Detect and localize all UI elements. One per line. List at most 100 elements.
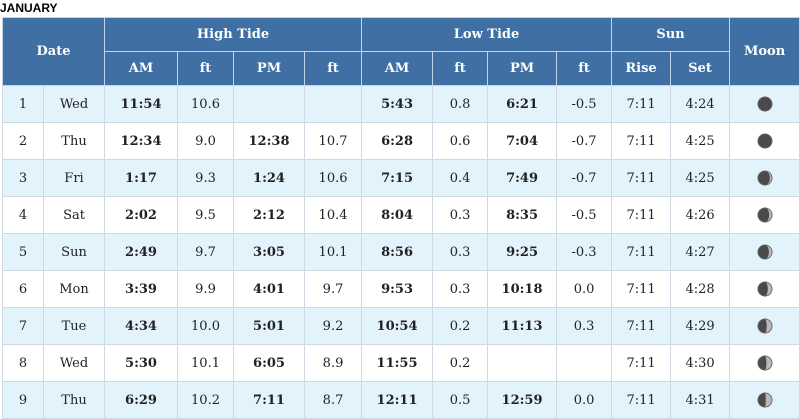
cell-low-pm-time: 12:59	[487, 381, 558, 419]
cell-day: 5	[2, 233, 44, 271]
cell-moon	[729, 307, 800, 345]
cell-high-am-ft: 10.0	[177, 307, 235, 345]
cell-moon	[729, 122, 800, 160]
header-high-am: AM	[104, 51, 179, 86]
cell-sunrise: 7:11	[611, 307, 672, 345]
cell-sunrise: 7:11	[611, 196, 672, 234]
header-sun-set: Set	[670, 51, 731, 86]
cell-low-pm-time	[487, 344, 558, 382]
cell-day: 8	[2, 344, 44, 382]
cell-high-am-ft: 9.7	[177, 233, 235, 271]
cell-high-am-time: 3:39	[104, 270, 179, 308]
cell-high-am-time: 1:17	[104, 159, 179, 197]
cell-day: 2	[2, 122, 44, 160]
table-row: 8 Wed 5:30 10.1 6:05 8.9 11:55 0.2 7:11 …	[2, 344, 800, 382]
cell-high-pm-ft: 10.7	[304, 122, 363, 160]
cell-moon	[729, 270, 800, 308]
cell-sunset: 4:29	[670, 307, 731, 345]
cell-sunset: 4:25	[670, 122, 731, 160]
cell-high-am-ft: 9.5	[177, 196, 235, 234]
cell-low-am-time: 8:04	[361, 196, 434, 234]
cell-weekday: Wed	[42, 85, 106, 123]
table-row: 5 Sun 2:49 9.7 3:05 10.1 8:56 0.3 9:25 -…	[2, 233, 800, 271]
cell-high-pm-time: 6:05	[233, 344, 306, 382]
cell-sunrise: 7:11	[611, 381, 672, 419]
cell-weekday: Tue	[42, 307, 106, 345]
header-sun-rise: Rise	[611, 51, 672, 86]
header-low-pm: PM	[487, 51, 558, 86]
cell-high-pm-time: 12:38	[233, 122, 306, 160]
header-row-sub: AM ft PM ft AM ft PM ft Rise Set	[3, 51, 800, 86]
cell-high-pm-time: 3:05	[233, 233, 306, 271]
cell-low-am-time: 11:55	[361, 344, 434, 382]
header-high-am-ft: ft	[177, 51, 235, 86]
header-low-am-ft: ft	[432, 51, 489, 86]
cell-weekday: Sun	[42, 233, 106, 271]
cell-low-pm-ft: -0.3	[556, 233, 613, 271]
cell-low-am-ft: 0.5	[432, 381, 489, 419]
cell-low-pm-time: 11:13	[487, 307, 558, 345]
cell-weekday: Wed	[42, 344, 106, 382]
cell-high-pm-time: 2:12	[233, 196, 306, 234]
cell-low-am-ft: 0.3	[432, 233, 489, 271]
cell-sunset: 4:27	[670, 233, 731, 271]
cell-low-pm-time: 9:25	[487, 233, 558, 271]
header-low-tide: Low Tide	[361, 17, 613, 52]
cell-high-pm-time: 5:01	[233, 307, 306, 345]
cell-low-pm-ft: 0.0	[556, 270, 613, 308]
cell-sunrise: 7:11	[611, 159, 672, 197]
cell-low-pm-time: 6:21	[487, 85, 558, 123]
cell-high-am-time: 4:34	[104, 307, 179, 345]
cell-sunrise: 7:11	[611, 344, 672, 382]
cell-high-pm-ft: 9.7	[304, 270, 363, 308]
cell-high-am-ft: 9.3	[177, 159, 235, 197]
cell-low-am-ft: 0.3	[432, 196, 489, 234]
cell-day: 9	[2, 381, 44, 419]
waning-gibbous-moon-icon	[757, 170, 773, 186]
month-title: JANUARY	[0, 1, 58, 15]
cell-sunrise: 7:11	[611, 122, 672, 160]
waning-gibbous-moon-icon	[757, 392, 773, 408]
cell-high-pm-ft: 9.2	[304, 307, 363, 345]
table-row: 4 Sat 2:02 9.5 2:12 10.4 8:04 0.3 8:35 -…	[2, 196, 800, 234]
cell-day: 3	[2, 159, 44, 197]
cell-low-am-ft: 0.6	[432, 122, 489, 160]
cell-low-pm-ft: -0.7	[556, 122, 613, 160]
cell-high-pm-ft: 8.9	[304, 344, 363, 382]
cell-low-pm-time: 7:49	[487, 159, 558, 197]
cell-low-pm-time: 10:18	[487, 270, 558, 308]
cell-sunrise: 7:11	[611, 233, 672, 271]
cell-high-pm-ft	[304, 85, 363, 123]
cell-high-am-time: 2:02	[104, 196, 179, 234]
cell-low-am-ft: 0.2	[432, 307, 489, 345]
cell-weekday: Thu	[42, 122, 106, 160]
cell-low-pm-ft	[556, 344, 613, 382]
table-row: 2 Thu 12:34 9.0 12:38 10.7 6:28 0.6 7:04…	[2, 122, 800, 160]
cell-sunset: 4:30	[670, 344, 731, 382]
cell-moon	[729, 381, 800, 419]
cell-moon	[729, 196, 800, 234]
cell-sunrise: 7:11	[611, 85, 672, 123]
full-moon-icon	[757, 133, 773, 149]
cell-low-am-time: 9:53	[361, 270, 434, 308]
cell-low-am-time: 8:56	[361, 233, 434, 271]
header-moon: Moon	[729, 17, 800, 86]
waning-gibbous-moon-icon	[757, 244, 773, 260]
cell-high-pm-time: 1:24	[233, 159, 306, 197]
cell-low-pm-time: 8:35	[487, 196, 558, 234]
table-row: 9 Thu 6:29 10.2 7:11 8.7 12:11 0.5 12:59…	[2, 381, 800, 419]
cell-weekday: Mon	[42, 270, 106, 308]
cell-low-pm-ft: -0.5	[556, 196, 613, 234]
cell-low-pm-ft: 0.0	[556, 381, 613, 419]
cell-high-am-ft: 10.1	[177, 344, 235, 382]
header-sun: Sun	[611, 17, 731, 52]
cell-high-pm-ft: 10.6	[304, 159, 363, 197]
cell-high-pm-ft: 10.1	[304, 233, 363, 271]
cell-sunset: 4:28	[670, 270, 731, 308]
table-row: 3 Fri 1:17 9.3 1:24 10.6 7:15 0.4 7:49 -…	[2, 159, 800, 197]
cell-high-pm-time: 4:01	[233, 270, 306, 308]
cell-moon	[729, 85, 800, 123]
waning-gibbous-moon-icon	[757, 355, 773, 371]
cell-low-am-time: 12:11	[361, 381, 434, 419]
cell-low-am-ft: 0.8	[432, 85, 489, 123]
